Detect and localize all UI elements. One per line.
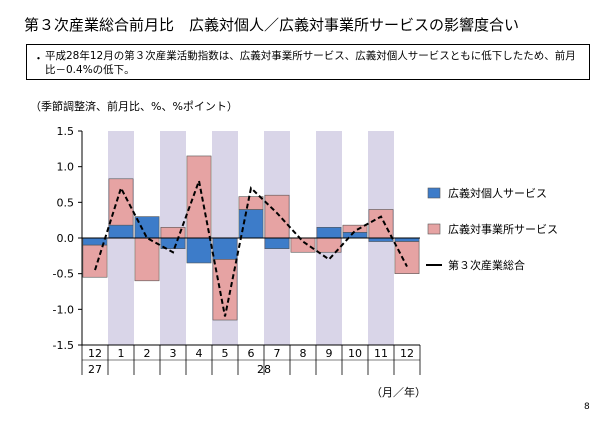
x-tick-label: 5: [222, 347, 229, 360]
page-number: 8: [584, 402, 590, 412]
x-tick-label: 12: [400, 347, 414, 360]
total-line: [94, 177, 408, 317]
bar-segment: [264, 237, 290, 249]
bar-segment: [108, 224, 134, 239]
bar-segment: [342, 224, 368, 233]
bar-segment: [186, 155, 212, 239]
bar-segment: [238, 209, 264, 239]
summary-bullet: ・: [33, 52, 44, 65]
x-unit-label: （月／年）: [371, 385, 426, 399]
legend-label: 広義対個人サービス: [448, 186, 547, 200]
x-tick-label: 11: [374, 347, 388, 360]
y-tick-label: 0.0: [57, 232, 75, 245]
bar-segment: [290, 237, 316, 253]
x-tick-label: 2: [144, 347, 151, 360]
bar-segment: [394, 241, 420, 274]
x-tick-label: 8: [300, 347, 307, 360]
y-tick-label: -1.0: [53, 303, 74, 316]
legend-swatch: [427, 223, 441, 235]
y-tick-label: 1.5: [57, 125, 75, 138]
legend-swatch: [427, 187, 441, 199]
y-tick-label: 0.5: [57, 196, 75, 209]
axes: [78, 130, 421, 375]
unit-note: （季節調整済、前月比、%、%ポイント）: [30, 100, 238, 113]
bar-segment: [394, 237, 420, 242]
bar-segment: [238, 196, 264, 210]
bar-segment: [342, 231, 368, 239]
x-tick-label: 3: [170, 347, 177, 360]
bar-segment: [186, 237, 212, 264]
bar-segment: [368, 237, 394, 242]
year-label: 28: [257, 363, 271, 376]
x-tick-label: 1: [118, 347, 125, 360]
bar-segment: [108, 178, 134, 226]
legend-label: 第３次産業総合: [448, 258, 525, 272]
bar-segment: [212, 237, 238, 260]
y-tick-label: -1.5: [53, 339, 74, 352]
y-tick-label: 1.0: [57, 161, 75, 174]
x-tick-label: 9: [326, 347, 333, 360]
bar-segment: [134, 237, 160, 282]
summary-text: 平成28年12月の第３次産業活動指数は、広義対事業所サービス、広義対個人サービス…: [45, 50, 576, 76]
x-tick-label: 10: [348, 347, 362, 360]
total-line-layer: [94, 177, 408, 317]
x-tick-label: 7: [274, 347, 281, 360]
x-tick-label: 4: [196, 347, 203, 360]
bar-segment: [316, 227, 342, 239]
bars: [82, 155, 420, 321]
x-tick-label: 12: [88, 347, 102, 360]
y-tick-labels: -1.5 -1.0 -0.5 0.0 0.5 1.0 1.5: [53, 125, 74, 352]
y-tick-label: -0.5: [53, 268, 74, 281]
bar-segment: [264, 194, 290, 239]
x-tick-label: 6: [248, 347, 255, 360]
summary-box: ・ 平成28年12月の第３次産業活動指数は、広義対事業所サービス、広義対個人サー…: [26, 44, 590, 80]
bar-segment: [82, 244, 108, 278]
bar-segment: [368, 209, 394, 239]
year-label: 27: [88, 363, 102, 376]
page-title: 第３次産業総合前月比 広義対個人／広義対事業所サービスの影響度合い: [24, 16, 520, 34]
legend-label: 広義対事業所サービス: [448, 222, 558, 236]
